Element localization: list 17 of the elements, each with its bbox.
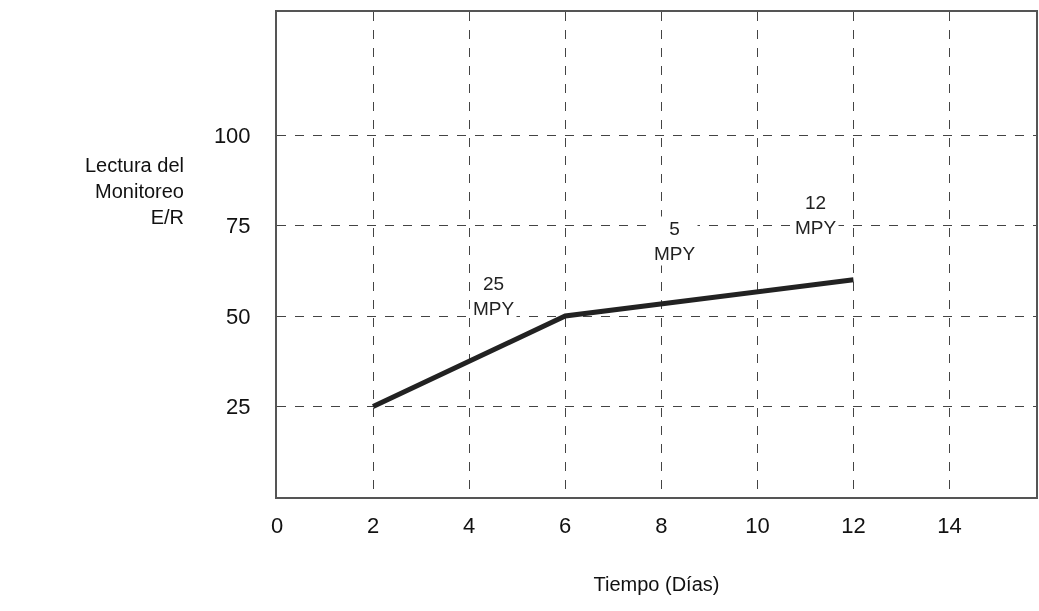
x-tick-label: 14: [937, 513, 962, 539]
x-tick-label: 4: [463, 513, 476, 539]
x-tick-label: 12: [841, 513, 866, 539]
y-tick-label: 50: [226, 303, 251, 329]
x-tick-label: 6: [559, 513, 572, 539]
y-axis-title: Lectura del Monitoreo E/R: [85, 154, 184, 228]
annotation: 12 MPY: [795, 192, 837, 238]
annotation: 5 MPY: [654, 218, 696, 264]
annotation: 25 MPY: [473, 273, 515, 319]
x-tick-label: 8: [655, 513, 668, 539]
y-tick-label: 25: [226, 394, 251, 420]
x-tick-label: 2: [366, 513, 380, 539]
y-tick-label: 100: [213, 122, 251, 148]
x-tick-label: 10: [745, 513, 770, 539]
x-axis-title: Tiempo (Días): [593, 573, 720, 596]
y-tick-label: 75: [226, 213, 251, 239]
x-tick-label: 0: [270, 513, 284, 539]
